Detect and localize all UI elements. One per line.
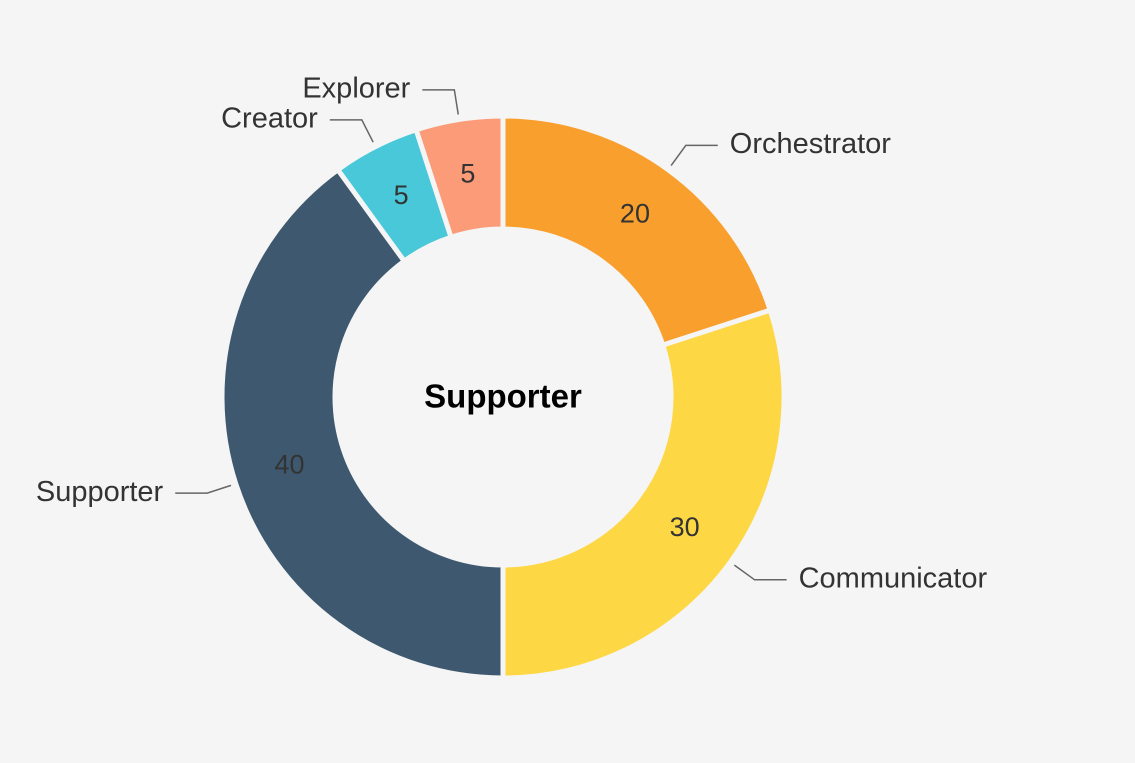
leader-line [329,119,374,143]
value-label: 40 [274,449,304,479]
value-label: 5 [394,180,409,210]
donut-slice [500,113,773,348]
value-label: 30 [670,512,700,542]
donut-slice [219,167,506,681]
leader-line [422,89,460,115]
center-label: Supporter [424,378,582,415]
category-label: Communicator [799,562,988,594]
category-label: Explorer [302,72,410,104]
donut: 20 Orchestrator 30 Communicator 40 Supporter 5… [36,72,988,681]
donut-slice [500,307,787,681]
category-label: Creator [221,103,318,135]
leader-line [733,564,787,581]
leader-line [175,484,232,494]
category-label: Orchestrator [730,128,891,160]
value-label: 20 [620,199,650,229]
value-label: 5 [460,158,475,188]
leader-line [670,144,718,167]
category-label: Supporter [36,476,164,508]
donut-slice [413,113,506,240]
